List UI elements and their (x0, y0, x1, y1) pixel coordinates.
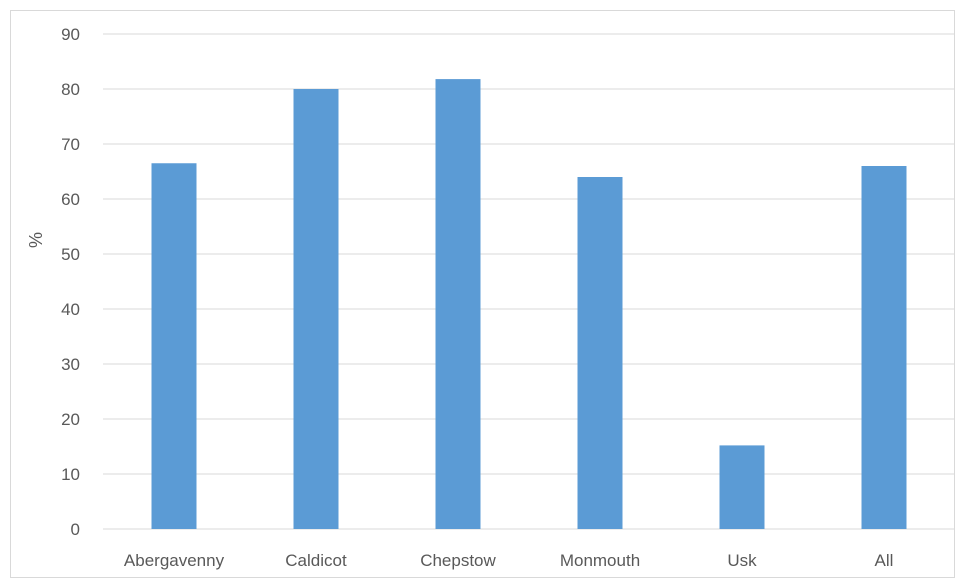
y-tick-label: 40 (61, 300, 80, 319)
x-tick-label: Monmouth (560, 551, 640, 570)
x-tick-label: Chepstow (420, 551, 496, 570)
y-tick-label: 60 (61, 190, 80, 209)
bar-caldicot (293, 89, 339, 529)
bar-all (861, 166, 907, 529)
gridlines (103, 33, 955, 530)
y-axis-ticks: 0 10 20 30 40 50 60 70 80 90 (61, 25, 80, 539)
y-tick-label: 10 (61, 465, 80, 484)
bar-usk (719, 445, 765, 529)
y-tick-label: 70 (61, 135, 80, 154)
y-tick-label: 50 (61, 245, 80, 264)
y-tick-label: 20 (61, 410, 80, 429)
y-tick-label: 30 (61, 355, 80, 374)
x-axis-ticks: Abergavenny Caldicot Chepstow Monmouth Usk Al… (124, 551, 894, 570)
x-tick-label: All (875, 551, 894, 570)
x-tick-label: Caldicot (285, 551, 347, 570)
bar-chepstow (435, 79, 481, 529)
y-tick-label: 0 (71, 520, 80, 539)
y-axis-title: % (26, 232, 46, 248)
x-tick-label: Abergavenny (124, 551, 225, 570)
y-tick-label: 80 (61, 80, 80, 99)
bars (151, 79, 907, 529)
x-tick-label: Usk (727, 551, 757, 570)
bar-monmouth (577, 177, 623, 529)
y-tick-label: 90 (61, 25, 80, 44)
bar-abergavenny (151, 163, 197, 529)
